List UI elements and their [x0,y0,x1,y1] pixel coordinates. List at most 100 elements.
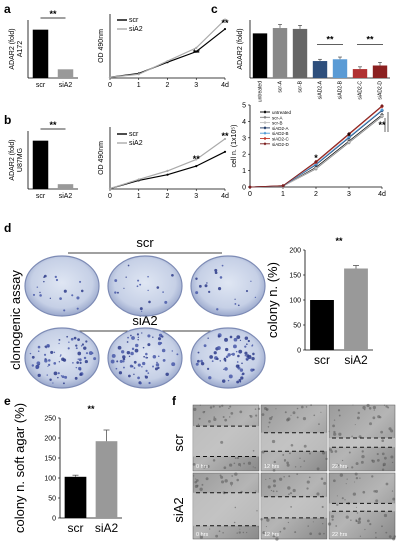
bar-scr-A [272,28,288,78]
data-point-siAD2-D [347,131,351,136]
colony-dot [204,284,208,288]
colony-dot [156,286,160,289]
cell-speck [362,490,366,494]
cell-speck [252,466,254,468]
cell-speck [312,521,314,523]
colony-dot [246,359,248,361]
colony-dot [161,348,166,353]
cell-speck [331,515,335,519]
cell-speck [242,531,245,534]
cell-speck [388,427,392,431]
bar-scr-B [292,28,308,78]
cell-speck [335,525,338,527]
cell-speck [192,475,195,477]
colony-dot [244,345,247,348]
colony-dot [208,290,211,294]
x-tick-label: 3 [347,191,351,198]
cell-speck [273,460,276,464]
cell-speck [310,404,313,407]
cell-speck [249,415,253,418]
cell-speck [276,490,278,493]
cell-speck [383,456,387,460]
cell-speck [267,485,271,489]
cell-speck [321,451,326,455]
cell-speck [265,478,267,480]
data-point-siA2 [108,187,112,190]
colony-dot [123,287,125,289]
x-tick-label: 4d [221,193,229,200]
cell-speck [224,418,228,422]
cell-speck [268,421,271,424]
colony-dot [130,351,134,356]
colony-dot [81,343,85,346]
colony-dot [55,278,59,282]
bar-scr [32,29,49,79]
x-tick-label: 1 [281,191,285,198]
cell-speck [234,472,238,476]
legend-label-siA2: siA2 [129,26,143,33]
legend-label-scr-A: scr-A [272,115,283,120]
cell-speck [229,405,232,408]
colony-dot [244,336,249,340]
data-point-siAD2-D [380,104,384,108]
cell-speck [362,405,366,410]
data-point-siA2 [223,137,227,141]
cell-speck [233,462,236,465]
colony-dot [225,355,229,359]
time-label: 12 hrs [264,464,280,470]
colony-dot [147,343,151,347]
colony-dot [131,336,135,340]
cell-speck [236,456,240,460]
colony-dot [83,356,87,360]
colony-dot [245,289,249,293]
cell-speck [369,422,373,426]
colony-dot [171,362,176,367]
cell-speck [325,457,328,461]
y-axis-label: OD 490nm [98,29,105,63]
colony-dot [31,355,35,359]
colony-dot [157,355,160,358]
colony-dot [200,361,205,366]
legend-marker-siAD2-A [263,126,267,130]
panel-letter-c: c [211,2,218,16]
colony-dot [71,294,74,297]
series-line-siA2 [109,19,226,78]
colony-dot [147,289,149,292]
colony-dot [239,339,242,342]
cell-speck [332,424,335,428]
cell-speck [229,481,234,485]
cell-speck [336,503,339,506]
cell-speck [375,531,377,534]
chart-c-line: cell n. (1x10⁵)0 1 2 3 4d012345untreatedscr-… [231,103,389,198]
cell-speck [301,405,304,409]
y-tick-label: 150 [44,456,56,463]
colony-dot [157,337,162,341]
data-point-siAD2-D [314,159,318,164]
cell-speck [375,499,379,503]
legend-marker-siAD2-C [263,136,267,141]
cell-speck [355,519,358,521]
y-tick-label: 5 [242,103,246,110]
colony-dot [53,351,56,354]
colony-dot [217,287,222,291]
cell-speck [393,535,397,538]
cell-speck [376,459,380,462]
colony-dot [137,279,140,282]
y-tick-label: 0 [242,185,246,192]
colony-dot [162,358,166,362]
cell-speck [272,490,275,493]
cell-speck [383,513,388,518]
colony-dot [52,382,54,384]
clonogenic-panel: scr siA2 clonogenic assay [8,235,266,389]
data-point-scr-B [347,140,351,144]
cell-speck [380,430,384,434]
cell-speck [381,468,385,471]
colony-dot [72,362,74,364]
cell-speck [220,480,225,484]
cell-speck [392,537,396,541]
colony-dot [211,360,214,363]
x-tick-label: siA2 [95,521,119,535]
y-tick-label: 100 [289,298,301,305]
clonogenic-top-title: scr [136,235,154,250]
